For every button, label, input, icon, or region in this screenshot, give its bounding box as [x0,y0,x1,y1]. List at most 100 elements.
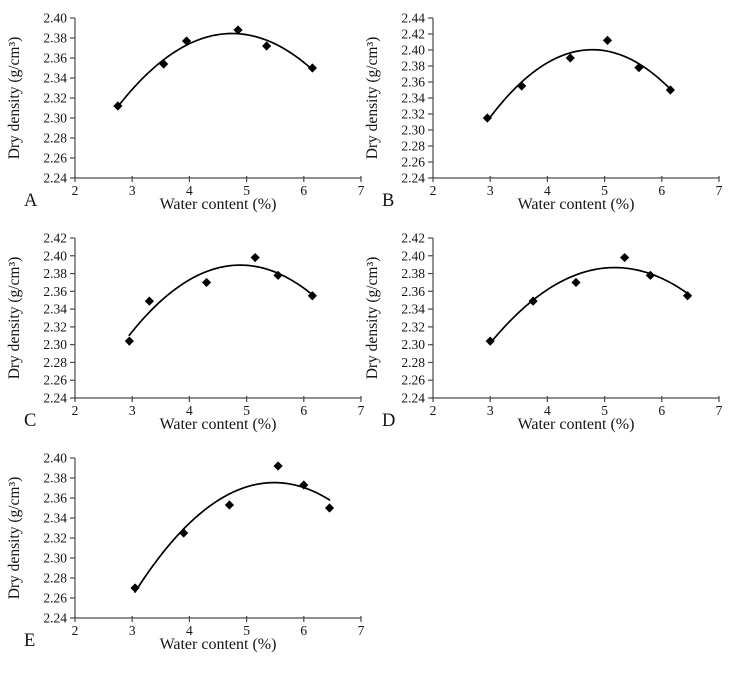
y-tick-label: 2.36 [401,75,425,90]
data-point-marker [224,500,235,510]
y-tick-label: 2.38 [43,266,67,281]
data-point-marker [665,85,675,95]
y-axis-title: Dry density (g/cm³) [6,476,23,600]
y-tick-label: 2.26 [401,155,425,170]
data-point-marker [634,63,644,73]
y-tick-label: 2.28 [401,139,425,154]
y-tick-label: 2.34 [43,302,67,317]
y-tick-label: 2.24 [43,391,67,406]
panel-letter: E [24,631,36,651]
x-tick-label: 5 [601,183,608,198]
x-tick-label: 6 [300,403,307,418]
y-tick-label: 2.24 [401,391,425,406]
data-point-marker [201,277,212,288]
y-tick-label: 2.28 [401,355,425,370]
y-tick-label: 2.28 [43,355,67,370]
fit-curve [128,264,314,337]
y-tick-label: 2.30 [401,337,425,352]
y-tick-label: 2.24 [43,171,67,186]
data-point-marker [124,336,134,346]
fit-curve [486,48,672,122]
x-tick-label: 6 [658,183,665,198]
y-tick-label: 2.36 [43,491,67,506]
y-axis-title: Dry density (g/cm³) [6,256,23,380]
panel-e: Dry density (g/cm³) 2.24 2.26 2.28 2.30 2.32… [0,440,372,678]
y-tick-label: 2.42 [401,231,425,246]
y-tick-label: 2.40 [43,248,67,263]
x-tick-label: 6 [300,623,307,638]
data-point-marker [517,81,527,91]
data-point-marker [233,25,243,35]
x-axis-title: Water content (%) [159,196,277,213]
data-point-marker [179,528,189,538]
y-tick-label: 2.36 [43,51,67,66]
y-tick-label: 2.40 [43,11,67,26]
y-tick-label: 2.38 [401,59,425,74]
y-tick-label: 2.44 [401,11,425,26]
y-tick-label: 2.26 [43,373,67,388]
y-tick-label: 2.42 [43,231,67,246]
y-tick-label: 2.30 [401,123,425,138]
data-point-marker [482,113,492,123]
scatter-plot-svg: 2.242.262.282.302.322.342.362.382.402.42… [401,231,722,419]
fit-curve [134,481,331,593]
y-tick-label: 2.38 [401,266,425,281]
y-tick-label: 2.38 [43,471,67,486]
x-tick-label: 4 [186,183,193,198]
panel-letter: B [382,191,395,211]
y-axis-title: Dry density (g/cm³) [364,36,381,160]
x-tick-label: 5 [601,403,608,418]
y-tick-label: 2.34 [401,302,425,317]
y-tick-label: 2.30 [43,337,67,352]
data-point-marker [602,35,613,45]
x-tick-label: 2 [72,183,79,198]
panel-letter: A [24,191,38,211]
x-tick-label: 2 [430,183,437,198]
y-tick-label: 2.24 [43,611,67,626]
x-axis-title: Water content (%) [517,196,635,213]
x-tick-label: 2 [72,403,79,418]
panel-b: Dry density (g/cm³) 2.24 2.26 2.28 2.30 2.32… [358,0,730,238]
scatter-plot-svg: 2.242.262.282.302.322.342.362.382.402.42… [401,11,723,199]
x-tick-label: 6 [658,403,665,418]
y-tick-label: 2.32 [401,319,425,334]
y-tick-label: 2.40 [401,248,425,263]
data-point-marker [620,252,630,263]
x-tick-label: 7 [716,183,723,198]
x-tick-label: 4 [544,183,551,198]
x-tick-label: 3 [129,403,136,418]
scatter-plot-svg: 2.24 2.26 2.28 2.30 2.32 2.34 2.36 2.38 2.40 2 3 4 5… [43,11,364,199]
y-tick-label: 2.32 [43,319,67,334]
y-tick-label: 2.34 [43,71,67,86]
data-point-marker [324,503,335,513]
x-tick-label: 5 [243,623,250,638]
y-tick-label: 2.36 [43,284,67,299]
data-point-marker [273,461,283,471]
x-axis-title: Water content (%) [159,416,277,433]
y-tick-label: 2.32 [43,531,67,546]
x-tick-label: 7 [358,623,365,638]
data-point-marker [485,336,495,346]
y-tick-label: 2.42 [401,27,425,42]
x-tick-label: 2 [72,623,79,638]
y-tick-label: 2.24 [401,171,425,186]
x-axis-title: Water content (%) [517,416,635,433]
fit-curve [117,32,314,108]
x-tick-label: 4 [186,623,193,638]
data-point-marker [571,277,581,288]
data-point-marker [250,252,260,263]
x-tick-label: 4 [544,403,551,418]
x-tick-label: 2 [430,403,437,418]
y-tick-label: 2.40 [43,451,67,466]
data-point-marker [565,53,575,63]
data-point-marker [144,296,154,306]
y-tick-label: 2.32 [401,107,425,122]
x-tick-label: 3 [129,183,136,198]
y-tick-label: 2.32 [43,91,67,106]
x-tick-label: 4 [186,403,193,418]
data-point-marker [159,59,169,69]
y-tick-label: 2.28 [43,571,67,586]
y-axis-title: Dry density (g/cm³) [364,256,381,380]
panel-c: Dry density (g/cm³) 2.24 2.26 2.28 2.30 2.32… [0,220,372,458]
x-tick-label: 3 [487,183,494,198]
